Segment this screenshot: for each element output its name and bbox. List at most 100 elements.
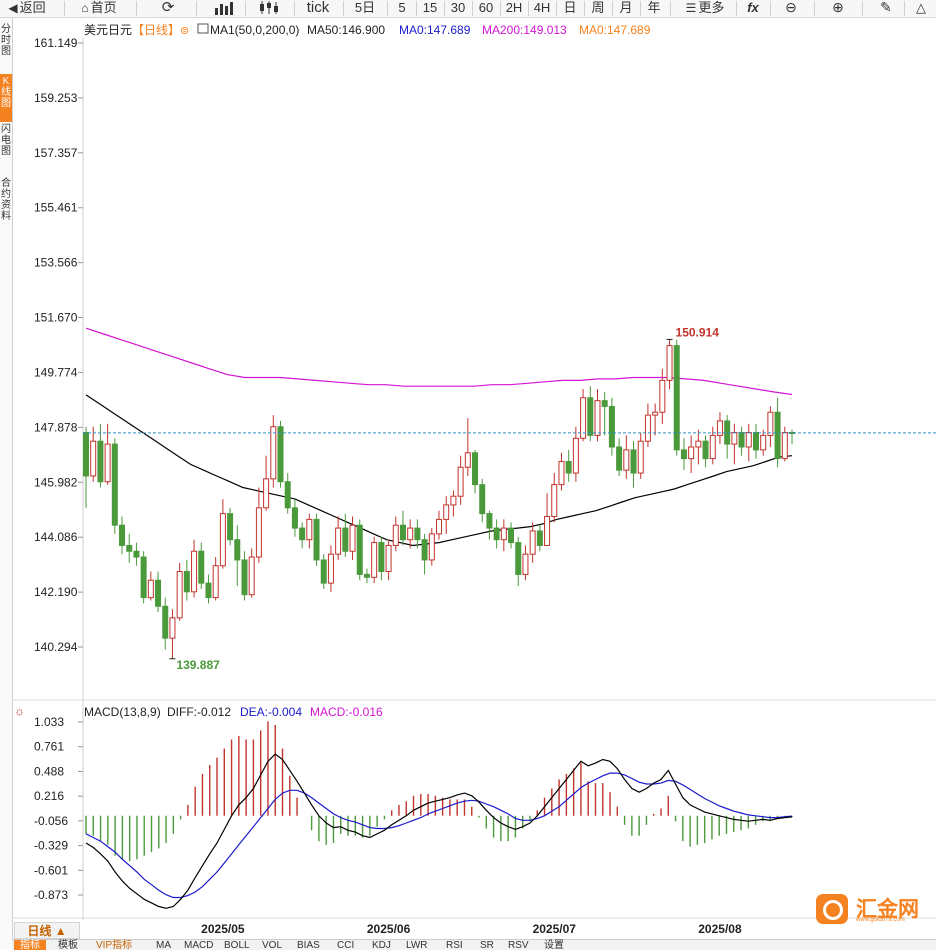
day-period-button[interactable]: 日线 ▲ (14, 922, 80, 939)
candle (695, 429, 702, 465)
diff-line (85, 753, 793, 909)
candle (738, 426, 745, 456)
more-button[interactable]: ☰ 更多 (685, 0, 725, 15)
tab-vip[interactable]: VIP指标 (96, 940, 133, 951)
candle (371, 536, 378, 584)
period-4h[interactable]: 4H (533, 0, 551, 15)
tab-boll[interactable]: BOLL (224, 940, 250, 951)
candle (436, 510, 442, 540)
zoom-out-icon[interactable]: ⊖ (785, 0, 797, 15)
tab-kdj[interactable]: KDJ (372, 940, 391, 951)
y-tick-label: 147.878 (34, 420, 78, 434)
candle (666, 339, 673, 390)
y-tick-label: 161.149 (34, 36, 78, 50)
sidebar-tab-timeshare[interactable]: 分时图 (1, 24, 11, 57)
macd-dea: DEA:-0.004 (240, 705, 302, 719)
macd-y-tick-label: -0.873 (34, 888, 68, 902)
back-button[interactable]: ◀ 返回 (8, 0, 46, 15)
back-arrow-icon: ◀ (8, 1, 18, 15)
logo-sub: www.gold678.com (856, 917, 905, 923)
high-label: 150.914 (676, 325, 720, 339)
candle (616, 438, 623, 476)
tab-macd[interactable]: MACD (184, 940, 214, 951)
period-day[interactable]: 日 (563, 0, 577, 15)
toolbar: ◀ 返回 ⌂ 首页 ⟳ tick 5日 5 15 30 60 2H 4H 日 周 月… (0, 0, 936, 18)
pencil-icon[interactable]: ✎ (880, 0, 892, 15)
candle (709, 426, 716, 465)
candle (522, 545, 529, 581)
period-week[interactable]: 周 (591, 0, 605, 15)
tab-sr[interactable]: SR (480, 940, 494, 951)
triangle-icon[interactable]: △ (916, 0, 926, 15)
ma50-value: MA50:146.900 (307, 23, 385, 37)
period-60[interactable]: 60 (478, 0, 494, 15)
period-30[interactable]: 30 (450, 0, 466, 15)
sidebar-tab-kline[interactable]: K线图 (0, 74, 12, 122)
tab-template[interactable]: 模板 (58, 940, 78, 951)
home-icon: ⌂ (81, 1, 89, 15)
dropdown-icon[interactable]: ⊜ (180, 25, 189, 37)
candle (313, 513, 320, 566)
macd-y-tick-label: 0.761 (34, 740, 64, 754)
bar-chart-icon[interactable] (211, 0, 237, 17)
macd-y-tick-label: 0.216 (34, 789, 64, 803)
candle (529, 522, 536, 563)
sidebar-tab-lightning[interactable]: 闪电图 (1, 124, 11, 157)
tab-settings[interactable]: 设置 (544, 940, 564, 951)
candle (457, 455, 464, 505)
y-tick-label: 142.190 (34, 585, 78, 599)
candle (472, 449, 479, 494)
period-year[interactable]: 年 (647, 0, 661, 15)
candle (774, 397, 781, 468)
macd-settings-icon[interactable]: ☼ (14, 704, 25, 718)
tick-button[interactable]: tick (306, 0, 330, 16)
candle (299, 522, 306, 549)
period-5[interactable]: 5 (398, 0, 406, 15)
tab-indicator[interactable]: 指标 (14, 940, 46, 951)
period-15[interactable]: 15 (422, 0, 438, 15)
low-label: 139.887 (176, 658, 220, 672)
candle (90, 426, 97, 482)
refresh-icon[interactable]: ⟳ (161, 0, 175, 16)
ma0-value-a: MA0:147.689 (399, 23, 471, 37)
candle (544, 493, 551, 546)
ma-settings-icon[interactable] (197, 23, 209, 34)
macd-params: MACD(13,8,9) (84, 705, 161, 719)
candle (493, 519, 500, 549)
candle (558, 452, 565, 491)
home-button[interactable]: ⌂ 首页 (81, 0, 117, 15)
tab-bias[interactable]: BIAS (297, 940, 320, 951)
tab-cci[interactable]: CCI (337, 940, 355, 951)
candle (565, 449, 572, 482)
period-2h[interactable]: 2H (505, 0, 523, 15)
menu-icon: ☰ (685, 1, 697, 15)
candlestick-icon[interactable] (256, 0, 282, 17)
macd-y-tick-label: 1.033 (34, 715, 64, 729)
period-month[interactable]: 月 (619, 0, 633, 15)
macd-y-tick-label: -0.329 (34, 839, 68, 853)
period-5day[interactable]: 5日 (354, 0, 376, 15)
candle (263, 455, 270, 511)
sidebar-tab-contract[interactable]: 合约资料 (1, 178, 11, 222)
logo-icon (816, 894, 848, 924)
zoom-in-icon[interactable]: ⊕ (832, 0, 844, 15)
tab-lwr[interactable]: LWR (406, 940, 428, 951)
candle (155, 571, 162, 613)
candle (637, 432, 644, 479)
tab-vol[interactable]: VOL (262, 940, 283, 951)
candle (587, 386, 594, 442)
candle (169, 609, 176, 659)
candle (716, 412, 723, 445)
candle (255, 487, 262, 563)
tab-ma[interactable]: MA (156, 940, 171, 951)
candle (659, 368, 666, 424)
tab-rsi[interactable]: RSI (446, 940, 463, 951)
candle (443, 496, 450, 534)
tab-rsv[interactable]: RSV (508, 940, 529, 951)
fx-button[interactable]: fx (747, 0, 759, 15)
candle (652, 403, 659, 436)
candle (342, 513, 349, 558)
candle (536, 525, 543, 552)
candle (219, 499, 226, 569)
